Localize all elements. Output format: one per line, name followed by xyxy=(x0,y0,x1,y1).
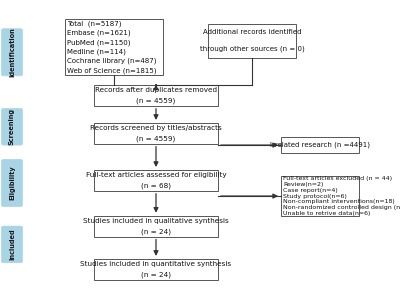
Text: Records screened by titles/abstracts: Records screened by titles/abstracts xyxy=(90,125,222,131)
Text: Study protocol(n=6): Study protocol(n=6) xyxy=(283,194,347,198)
Text: Studies included in quantitative synthesis: Studies included in quantitative synthes… xyxy=(80,261,232,267)
Text: Eligibility: Eligibility xyxy=(9,166,15,200)
Text: PubMed (n=1150): PubMed (n=1150) xyxy=(67,39,130,46)
Text: (n = 24): (n = 24) xyxy=(141,228,171,235)
FancyBboxPatch shape xyxy=(94,259,218,280)
Text: Full-text articles excluded (n = 44): Full-text articles excluded (n = 44) xyxy=(283,176,392,181)
Text: Records after duplicates removed: Records after duplicates removed xyxy=(95,87,217,93)
Text: Additional records identified: Additional records identified xyxy=(203,29,301,35)
Text: (n = 4559): (n = 4559) xyxy=(136,97,176,104)
Text: Studies included in qualitative synthesis: Studies included in qualitative synthesi… xyxy=(83,218,229,224)
Text: through other sources (n = 0): through other sources (n = 0) xyxy=(200,46,304,52)
Text: Case report(n=4): Case report(n=4) xyxy=(283,188,338,193)
FancyBboxPatch shape xyxy=(2,29,22,76)
Text: Identification: Identification xyxy=(9,27,15,77)
Text: Unable to retrive data(n=6): Unable to retrive data(n=6) xyxy=(283,211,370,216)
Text: Cochrane library (n=487): Cochrane library (n=487) xyxy=(67,58,156,64)
FancyBboxPatch shape xyxy=(281,137,359,153)
Text: Non-compliant interventions(n=18): Non-compliant interventions(n=18) xyxy=(283,199,395,204)
FancyBboxPatch shape xyxy=(94,170,218,191)
Text: Embase (n=1621): Embase (n=1621) xyxy=(67,30,131,36)
Text: Non-randomized controlled design (n=8): Non-randomized controlled design (n=8) xyxy=(283,205,400,210)
Text: Medline (n=114): Medline (n=114) xyxy=(67,49,126,55)
FancyBboxPatch shape xyxy=(2,159,22,207)
FancyBboxPatch shape xyxy=(94,85,218,106)
Text: Irrelated research (n =4491): Irrelated research (n =4491) xyxy=(270,142,370,148)
Text: (n = 68): (n = 68) xyxy=(141,182,171,189)
Text: Review(n=2): Review(n=2) xyxy=(283,182,323,187)
FancyBboxPatch shape xyxy=(2,108,22,145)
FancyBboxPatch shape xyxy=(94,123,218,144)
FancyBboxPatch shape xyxy=(281,176,359,216)
Text: Web of Science (n=1815): Web of Science (n=1815) xyxy=(67,67,156,74)
FancyBboxPatch shape xyxy=(65,19,163,75)
Text: (n = 4559): (n = 4559) xyxy=(136,135,176,142)
Text: Full-text articles assessed for eligibility: Full-text articles assessed for eligibil… xyxy=(86,172,226,178)
Text: Screening: Screening xyxy=(9,108,15,145)
FancyBboxPatch shape xyxy=(208,24,296,58)
FancyBboxPatch shape xyxy=(2,226,22,263)
Text: Total  (n=5187): Total (n=5187) xyxy=(67,20,122,27)
Text: (n = 24): (n = 24) xyxy=(141,271,171,278)
FancyBboxPatch shape xyxy=(94,216,218,237)
Text: Included: Included xyxy=(9,229,15,260)
